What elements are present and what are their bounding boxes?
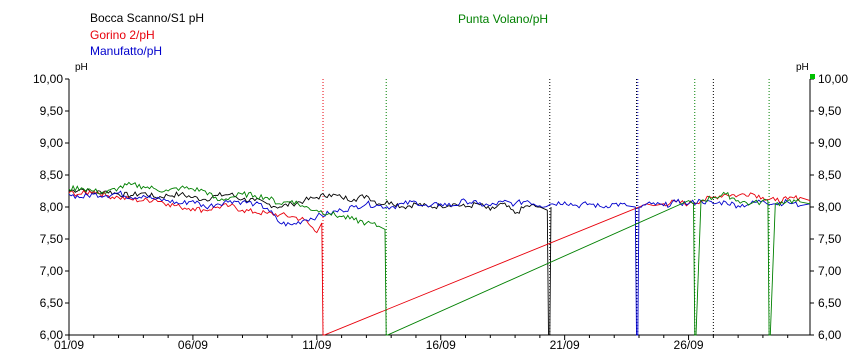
y-tick-label-right: 9,00 [818,136,842,150]
y-tick-label-left: 6,00 [40,328,64,342]
y-tick-label-right: 7,50 [818,232,842,246]
x-tick-label: 21/09 [550,338,580,352]
legend-gorino-2: Gorino 2/pH [90,28,155,42]
y-tick-label-left: 8,50 [40,168,64,182]
series-line-3 [68,181,811,336]
right-axis-indicator [810,74,815,79]
y-tick-label-right: 9,50 [818,104,842,118]
series-line-0 [68,188,552,336]
series-lines [68,181,811,336]
y-tick-label-left: 7,50 [40,232,64,246]
y-tick-label-right: 8,00 [818,200,842,214]
y-unit-right: pH [796,62,809,73]
y-tick-label-right: 6,50 [818,296,842,310]
x-tick-label: 26/09 [674,338,704,352]
series-line-1 [68,190,811,336]
y-tick-label-left: 9,00 [40,136,64,150]
y-axis-right: 10,00 9,50 9,00 8,50 8,00 7,50 7,00 6,50 6,00 [810,72,848,342]
y-tick-label-right: 6,00 [818,328,842,342]
y-tick-label-right: 8,50 [818,168,842,182]
legend-bocca-scanno: Bocca Scanno/S1 pH [90,11,205,25]
y-tick-label-left: 7,00 [40,264,64,278]
y-tick-label-left: 8,00 [40,200,64,214]
legend-punta-volano: Punta Volano/pH [458,12,549,26]
y-tick-label-left: 9,50 [40,104,64,118]
y-tick-label-right: 10,00 [818,72,848,86]
y-axis-left: 10,00 9,50 9,00 8,50 8,00 7,50 7,00 6,50 6,00 [33,72,69,342]
x-tick-label: 16/09 [426,338,456,352]
y-unit-left: pH [75,62,88,73]
y-tick-label-left: 10,00 [33,72,63,86]
legend-manufatto: Manufatto/pH [90,44,163,58]
y-tick-label-left: 6,50 [40,296,64,310]
x-tick-label: 06/09 [178,338,208,352]
y-tick-label-right: 7,00 [818,264,842,278]
x-tick-label: 11/09 [302,338,331,352]
x-tick-label: 01/09 [54,338,84,352]
x-axis: 01/09 06/09 11/09 16/09 21/09 26/09 [54,335,789,352]
